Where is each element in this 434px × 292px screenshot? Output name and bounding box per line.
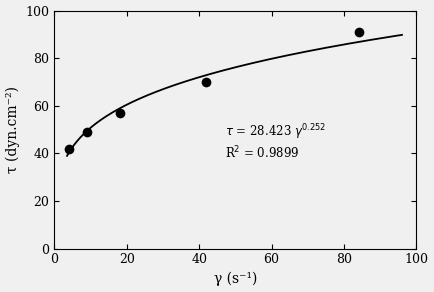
Y-axis label: τ (dyn.cm⁻²): τ (dyn.cm⁻²) xyxy=(6,86,20,173)
Point xyxy=(203,80,210,84)
Point xyxy=(66,146,72,151)
Text: $\tau$ = 28.423 $\gamma^{0.252}$
R$^{2}$ = 0.9899: $\tau$ = 28.423 $\gamma^{0.252}$ R$^{2}$… xyxy=(224,122,326,161)
Point xyxy=(355,30,362,34)
X-axis label: γ (s⁻¹): γ (s⁻¹) xyxy=(214,272,257,286)
Point xyxy=(116,111,123,115)
Point xyxy=(83,130,90,134)
